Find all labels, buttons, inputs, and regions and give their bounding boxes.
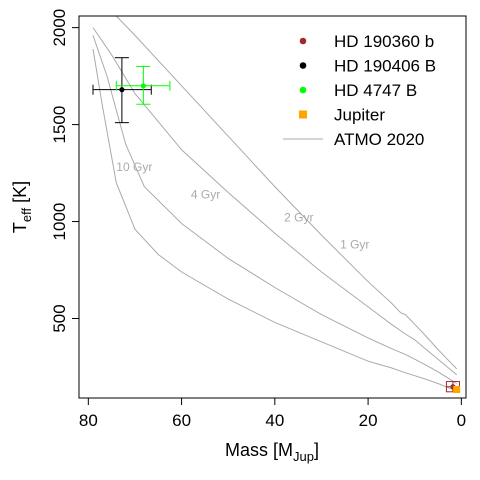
data-point-square bbox=[453, 385, 461, 393]
y-axis-label-subscript: eff bbox=[19, 208, 34, 223]
legend-square-icon bbox=[299, 110, 307, 119]
chart-legend: HD 190360 b HD 190406 B HD 4747 B Jupiter AT… bbox=[283, 32, 436, 149]
isochrone-curve bbox=[92, 27, 458, 376]
y-axis: 500 1000 1500 2000 bbox=[50, 9, 79, 333]
isochrone-curve bbox=[92, 48, 457, 392]
x-axis-label: Mass [MJup] bbox=[225, 440, 319, 464]
legend-circle-icon bbox=[299, 37, 307, 45]
x-tick-label: 0 bbox=[457, 411, 466, 430]
legend-label: Jupiter bbox=[334, 106, 385, 125]
legend-label: HD 4747 B bbox=[334, 81, 417, 100]
isochrone-label: 2 Gyr bbox=[284, 211, 313, 225]
x-tick-label: 80 bbox=[79, 411, 98, 430]
legend-label: HD 190406 B bbox=[334, 57, 436, 76]
y-axis-label: Teff [K] bbox=[10, 181, 34, 233]
x-axis-label-subscript: Jup bbox=[293, 449, 314, 464]
y-tick-label: 500 bbox=[50, 304, 69, 332]
isochrone-curve bbox=[92, 35, 457, 384]
y-tick-label: 1500 bbox=[50, 106, 69, 144]
plot-frame bbox=[78, 15, 467, 399]
y-tick-label: 2000 bbox=[50, 9, 69, 47]
x-axis: 80 60 40 20 0 bbox=[79, 398, 466, 430]
data-point bbox=[140, 83, 146, 89]
isochrone-labels: 1 Gyr 2 Gyr 4 Gyr 10 Gyr bbox=[116, 160, 369, 252]
legend-label: ATMO 2020 bbox=[334, 130, 424, 149]
x-tick-label: 20 bbox=[359, 411, 378, 430]
isochrone-label: 10 Gyr bbox=[116, 160, 152, 174]
y-tick-label: 1000 bbox=[50, 203, 69, 241]
data-points bbox=[92, 57, 461, 393]
isochrone-label: 1 Gyr bbox=[340, 238, 369, 252]
isochrone-label: 4 Gyr bbox=[191, 187, 220, 201]
isochrone-curve bbox=[115, 15, 458, 370]
x-tick-label: 40 bbox=[265, 411, 284, 430]
legend-circle-icon bbox=[299, 62, 307, 69]
x-tick-label: 60 bbox=[172, 411, 191, 430]
legend-label: HD 190360 b bbox=[334, 32, 434, 51]
isochrone-curves bbox=[92, 15, 458, 392]
data-point bbox=[119, 87, 125, 93]
legend-circle-icon bbox=[299, 86, 307, 94]
